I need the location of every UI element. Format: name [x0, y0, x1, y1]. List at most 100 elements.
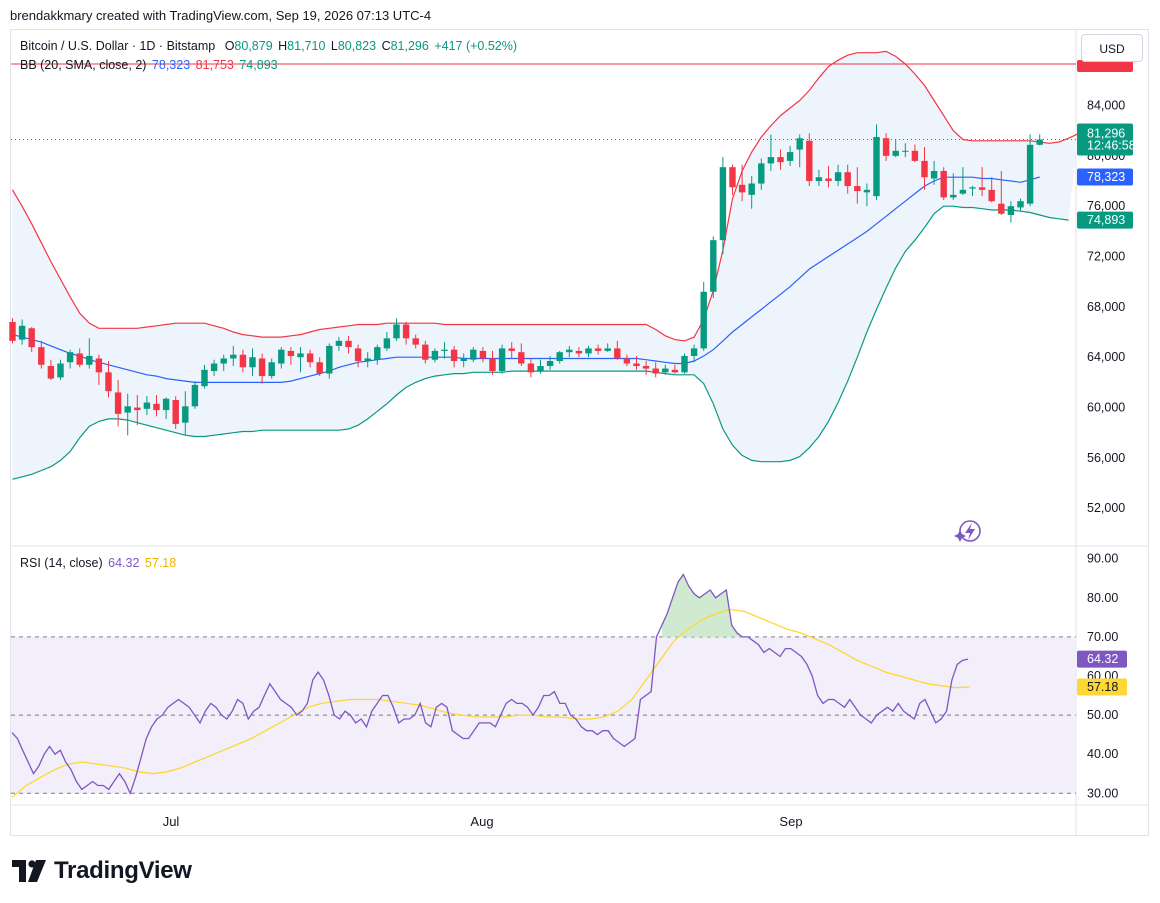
candle-body [882, 138, 890, 156]
candle [95, 354, 103, 385]
candle-body [690, 348, 698, 356]
candle [182, 391, 189, 436]
time-axis-tick: Jul [163, 814, 180, 829]
candle-body [239, 354, 247, 368]
candle-body [844, 172, 851, 187]
candle-body [431, 350, 439, 360]
candle [422, 340, 429, 364]
candle-body [662, 368, 669, 373]
candle [431, 348, 439, 363]
candle [882, 133, 890, 161]
rsi-line [11, 573, 969, 796]
candle [614, 340, 621, 360]
candle [489, 350, 496, 375]
rsi-label: RSI (14, close) [20, 556, 103, 570]
candle-body [210, 363, 218, 372]
candle-body [614, 348, 621, 359]
rsi-axis-tick: 80.00 [1087, 591, 1118, 605]
candle-body [38, 347, 45, 365]
candle-body [374, 347, 381, 360]
candle [911, 144, 919, 163]
low-value: 80,823 [337, 39, 377, 53]
candle [633, 355, 640, 370]
candle [575, 347, 583, 358]
candle [748, 175, 755, 209]
candle [585, 345, 592, 358]
candle [479, 347, 487, 363]
candle-body [1007, 206, 1015, 216]
candle [86, 338, 93, 369]
candle-body [633, 363, 640, 367]
candle-body [623, 358, 631, 364]
candle-body [114, 392, 122, 414]
candle [412, 334, 419, 349]
price-axis-tick: 52,000 [1087, 501, 1125, 515]
price-axis-tick: 72,000 [1087, 250, 1125, 264]
candle-body [863, 189, 871, 193]
price-axis-tick: 68,000 [1087, 300, 1125, 314]
candle-body [594, 348, 602, 351]
sparkle-icon [954, 530, 966, 542]
candle-body [1036, 139, 1043, 145]
candle-body [249, 357, 256, 368]
candle-body [585, 348, 592, 354]
candle-body [28, 328, 35, 348]
bb-label: BB (20, SMA, close, 2) [20, 58, 147, 72]
rsi-legend[interactable]: RSI (14, close) 64.32 57.18 [20, 556, 176, 570]
candle-body [642, 366, 650, 369]
candle-body [758, 163, 765, 184]
currency-button[interactable]: USD [1081, 34, 1143, 62]
candle [844, 164, 851, 194]
candle [873, 124, 880, 200]
candle [537, 359, 544, 374]
rsi-value-badge-text: 64.32 [1087, 652, 1118, 666]
candle [508, 342, 515, 359]
candle [297, 347, 304, 373]
candle [527, 358, 535, 378]
candle [460, 353, 467, 368]
candle-body [172, 400, 179, 424]
chart-frame [10, 29, 1149, 836]
candle-body [153, 403, 160, 411]
candle-body [383, 338, 391, 349]
candle-body [998, 203, 1005, 214]
candle-body [18, 325, 26, 340]
candle-body [566, 349, 573, 353]
rsi-ma-value: 57.18 [144, 556, 177, 570]
high-label: H [278, 39, 288, 53]
candle [28, 327, 35, 353]
candle [892, 139, 899, 158]
rsi-ma-badge-text: 57.18 [1087, 680, 1118, 694]
candle [105, 360, 112, 398]
brand-name: TradingView [54, 857, 192, 884]
candle [1017, 198, 1024, 212]
candle [700, 281, 707, 351]
candle [335, 337, 343, 351]
candle [114, 379, 122, 427]
candle-body [873, 136, 880, 197]
candle-body [498, 348, 506, 372]
candle-body [345, 340, 352, 348]
tradingview-logo[interactable]: TradingView [12, 857, 192, 885]
candle [940, 167, 947, 200]
candle [278, 347, 285, 369]
candle-body [959, 189, 967, 194]
bb-legend[interactable]: BB (20, SMA, close, 2) 78,323 81,753 74,… [20, 58, 278, 72]
candle [76, 348, 83, 368]
rsi-axis-tick: 50.00 [1087, 708, 1118, 722]
candle-body [921, 160, 928, 178]
bb-band-fill [12, 51, 1079, 480]
snapshot-datetime: Sep 19, 2026 07:13 UTC-4 [275, 8, 432, 23]
candle-body [556, 352, 563, 361]
candle [258, 353, 266, 384]
candle-body [134, 407, 141, 411]
candle-body [729, 167, 736, 188]
candle [230, 345, 237, 367]
symbol-title[interactable]: Bitcoin / U.S. Dollar · 1D · Bitstamp [20, 39, 216, 53]
candle-body [268, 362, 275, 377]
candle-body [66, 352, 74, 363]
candle-body [402, 324, 410, 339]
candle [566, 345, 573, 358]
candle-body [57, 363, 64, 378]
